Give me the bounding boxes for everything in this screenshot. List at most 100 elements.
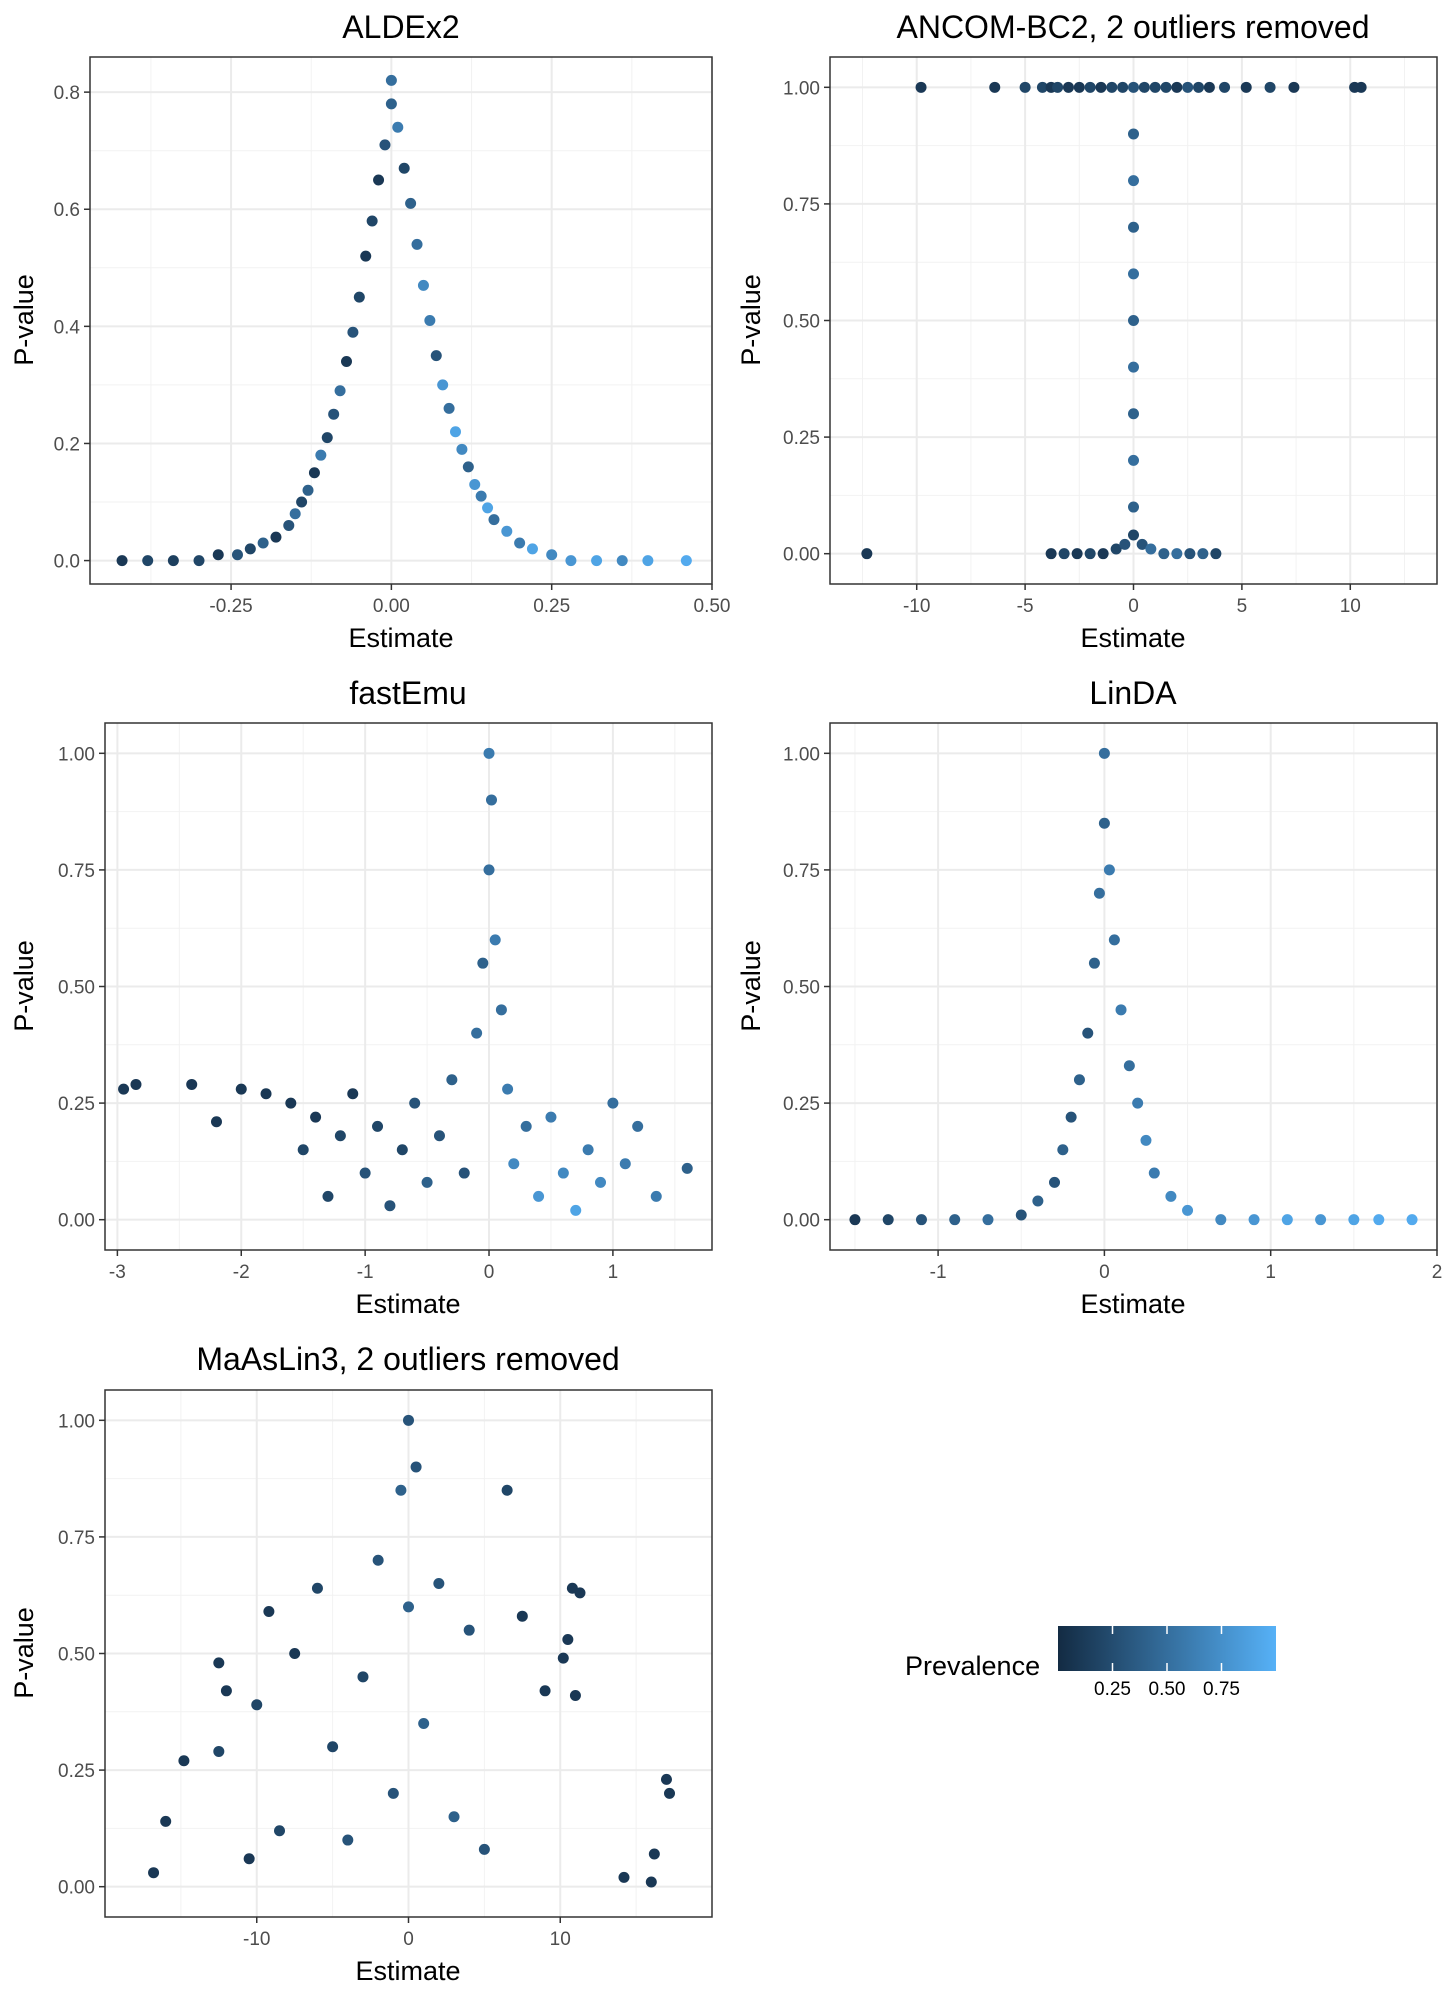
y-tick-label: 1.00 bbox=[783, 744, 820, 765]
y-axis-title: P-value bbox=[736, 274, 766, 366]
data-point bbox=[433, 1578, 445, 1590]
data-point bbox=[1160, 81, 1172, 93]
data-point bbox=[118, 1083, 130, 1095]
data-point bbox=[1073, 1074, 1085, 1086]
data-point bbox=[989, 81, 1001, 93]
data-point bbox=[1215, 1214, 1227, 1226]
data-point bbox=[1348, 1214, 1360, 1226]
data-point bbox=[488, 514, 500, 526]
data-point bbox=[664, 1787, 676, 1799]
panel-border bbox=[829, 56, 1438, 585]
data-point bbox=[283, 519, 295, 531]
data-point bbox=[297, 1144, 309, 1156]
legend-tick-label: 0.75 bbox=[1203, 1679, 1240, 1700]
data-point bbox=[186, 1078, 198, 1090]
data-point bbox=[403, 1414, 414, 1426]
data-point bbox=[450, 426, 462, 438]
data-point bbox=[421, 1176, 433, 1188]
data-point bbox=[1128, 408, 1139, 420]
data-point bbox=[1106, 81, 1118, 93]
data-point bbox=[1052, 81, 1064, 93]
data-point bbox=[1088, 957, 1100, 969]
data-point bbox=[1145, 543, 1157, 555]
data-point bbox=[130, 1078, 142, 1090]
data-point bbox=[340, 355, 352, 367]
data-point bbox=[1084, 81, 1096, 93]
data-point bbox=[483, 747, 495, 759]
data-point bbox=[546, 549, 558, 561]
data-point bbox=[1264, 81, 1276, 93]
x-tick-label: 1 bbox=[608, 1262, 619, 1283]
data-point bbox=[1288, 81, 1300, 93]
data-point bbox=[1184, 548, 1196, 560]
y-tick-label: 0.75 bbox=[783, 861, 820, 882]
data-point bbox=[167, 555, 179, 567]
y-axis-title: P-value bbox=[9, 940, 39, 1032]
x-axis-title: Estimate bbox=[1080, 1289, 1185, 1319]
data-point bbox=[1084, 548, 1096, 560]
data-point bbox=[263, 1606, 275, 1618]
data-point bbox=[489, 934, 501, 946]
x-tick-label: 0.25 bbox=[533, 596, 570, 617]
data-point bbox=[411, 238, 423, 250]
data-point bbox=[618, 1871, 630, 1883]
data-point bbox=[385, 98, 397, 110]
y-tick-label: 0.00 bbox=[58, 1211, 95, 1232]
data-point bbox=[285, 1097, 297, 1109]
data-point bbox=[477, 957, 489, 969]
x-tick-label: -10 bbox=[243, 1929, 270, 1950]
y-tick-label: 0.00 bbox=[58, 1878, 95, 1899]
y-tick-label: 0.2 bbox=[54, 434, 80, 455]
data-point bbox=[403, 1601, 414, 1613]
data-point bbox=[1149, 81, 1161, 93]
x-tick-label: -2 bbox=[233, 1262, 250, 1283]
x-tick-label: -1 bbox=[930, 1262, 947, 1283]
x-tick-label: -5 bbox=[1017, 596, 1034, 617]
data-point bbox=[142, 555, 154, 567]
y-tick-label: 0.00 bbox=[783, 545, 820, 566]
x-tick-label: 0 bbox=[1099, 1262, 1110, 1283]
y-tick-label: 0.75 bbox=[58, 861, 95, 882]
panel-title: fastEmu bbox=[349, 675, 466, 711]
data-point bbox=[1108, 934, 1120, 946]
data-point bbox=[849, 1214, 861, 1226]
data-point bbox=[1049, 1176, 1061, 1188]
data-point bbox=[430, 350, 442, 362]
data-point bbox=[501, 525, 513, 537]
panel-title: ANCOM-BC2, 2 outliers removed bbox=[896, 9, 1369, 45]
prevalence-legend: Prevalence 0.25 0.50 0.75 bbox=[905, 1626, 1276, 1700]
data-point bbox=[557, 1167, 569, 1179]
data-point bbox=[359, 1167, 371, 1179]
data-point bbox=[366, 215, 378, 227]
data-point bbox=[1128, 501, 1139, 513]
panel-ancombc2: ANCOM-BC2, 2 outliers removed Estimate P… bbox=[736, 9, 1438, 653]
data-point bbox=[395, 1484, 407, 1496]
data-point bbox=[437, 379, 449, 391]
x-axis-title: Estimate bbox=[355, 1289, 460, 1319]
y-tick-label: 0.25 bbox=[783, 428, 820, 449]
data-point bbox=[1281, 1214, 1293, 1226]
data-point bbox=[501, 1484, 513, 1496]
panel-border bbox=[104, 1389, 713, 1918]
data-point bbox=[642, 555, 654, 567]
x-tick-label: 2 bbox=[1432, 1262, 1443, 1283]
data-point bbox=[1315, 1214, 1327, 1226]
data-point bbox=[1110, 543, 1122, 555]
data-point bbox=[520, 1120, 532, 1132]
data-point bbox=[310, 1111, 322, 1123]
data-point bbox=[148, 1867, 160, 1879]
data-point bbox=[1136, 538, 1148, 550]
data-point bbox=[557, 1652, 569, 1664]
data-point bbox=[915, 1214, 927, 1226]
data-point bbox=[582, 1144, 594, 1156]
data-point bbox=[357, 1671, 369, 1683]
data-point bbox=[1406, 1214, 1418, 1226]
panel-border bbox=[104, 722, 713, 1251]
data-point bbox=[270, 531, 282, 543]
data-point bbox=[650, 1190, 662, 1202]
data-point bbox=[372, 1120, 384, 1132]
data-point bbox=[1036, 81, 1048, 93]
data-point bbox=[1171, 548, 1183, 560]
data-point bbox=[212, 549, 224, 561]
